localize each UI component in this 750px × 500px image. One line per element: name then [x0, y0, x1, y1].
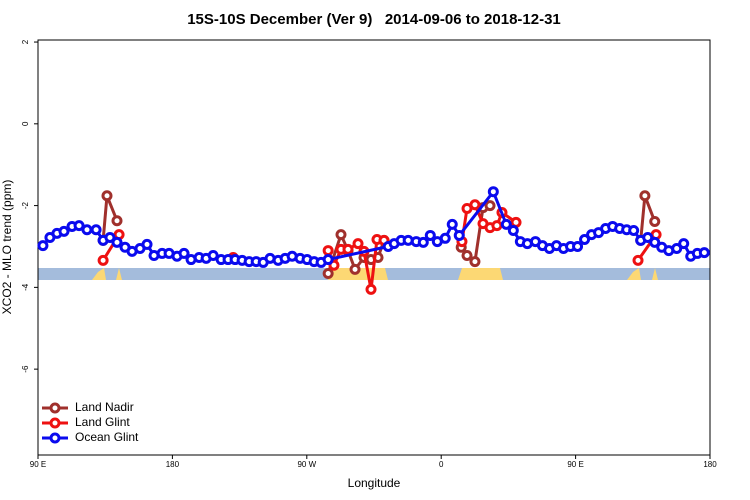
- legend-label: Land Nadir: [75, 400, 134, 414]
- x-tick-label: 180: [703, 460, 717, 469]
- point: [58, 225, 70, 237]
- point: [111, 215, 123, 227]
- legend-label: Land Glint: [75, 415, 130, 429]
- point: [111, 236, 123, 248]
- point: [342, 243, 354, 255]
- point: [649, 236, 661, 248]
- point: [698, 247, 710, 259]
- point: [469, 199, 481, 211]
- point: [37, 240, 49, 252]
- point: [572, 240, 584, 252]
- point: [642, 231, 654, 243]
- point: [632, 254, 644, 266]
- x-tick-label: 90 E: [567, 460, 583, 469]
- y-tick-label: 2: [21, 39, 30, 44]
- x-tick-label: 90 E: [30, 460, 46, 469]
- point: [628, 225, 640, 237]
- point: [90, 224, 102, 236]
- point: [446, 218, 458, 230]
- point: [335, 229, 347, 241]
- legend-marker: [49, 402, 61, 414]
- chart-title: 15S-10S December (Ver 9) 2014-09-06 to 2…: [187, 11, 561, 28]
- point: [461, 249, 473, 261]
- legend-marker: [49, 417, 61, 429]
- point: [453, 229, 465, 241]
- y-axis-label: XCO2 - MLO trend (ppm): [0, 180, 14, 315]
- point: [500, 218, 512, 230]
- x-tick-label: 0: [439, 460, 444, 469]
- point: [322, 267, 334, 279]
- x-tick-label: 180: [166, 460, 180, 469]
- x-axis-label: Longitude: [348, 476, 401, 490]
- x-tick-label: 90 W: [297, 460, 316, 469]
- point: [579, 234, 591, 246]
- point: [73, 220, 85, 232]
- point: [207, 249, 219, 261]
- point: [487, 186, 499, 198]
- y-tick-label: -6: [21, 365, 30, 373]
- point: [322, 254, 334, 266]
- point: [507, 225, 519, 237]
- point: [439, 232, 451, 244]
- legend-label: Ocean Glint: [75, 430, 139, 444]
- point: [424, 229, 436, 241]
- point: [417, 236, 429, 248]
- point: [101, 190, 113, 202]
- point: [491, 220, 503, 232]
- y-tick-label: -4: [21, 283, 30, 291]
- point: [469, 256, 481, 268]
- point: [484, 200, 496, 212]
- point: [649, 216, 661, 228]
- y-tick-label: -2: [21, 201, 30, 209]
- point: [141, 238, 153, 250]
- legend-marker: [49, 432, 61, 444]
- point: [671, 243, 683, 255]
- point: [104, 231, 116, 243]
- point: [97, 254, 109, 266]
- point: [352, 238, 364, 250]
- point: [349, 263, 361, 275]
- point: [81, 224, 93, 236]
- point: [639, 190, 651, 202]
- y-tick-label: 0: [21, 121, 30, 126]
- point: [322, 245, 334, 257]
- point: [365, 283, 377, 295]
- point: [678, 238, 690, 250]
- point: [178, 247, 190, 259]
